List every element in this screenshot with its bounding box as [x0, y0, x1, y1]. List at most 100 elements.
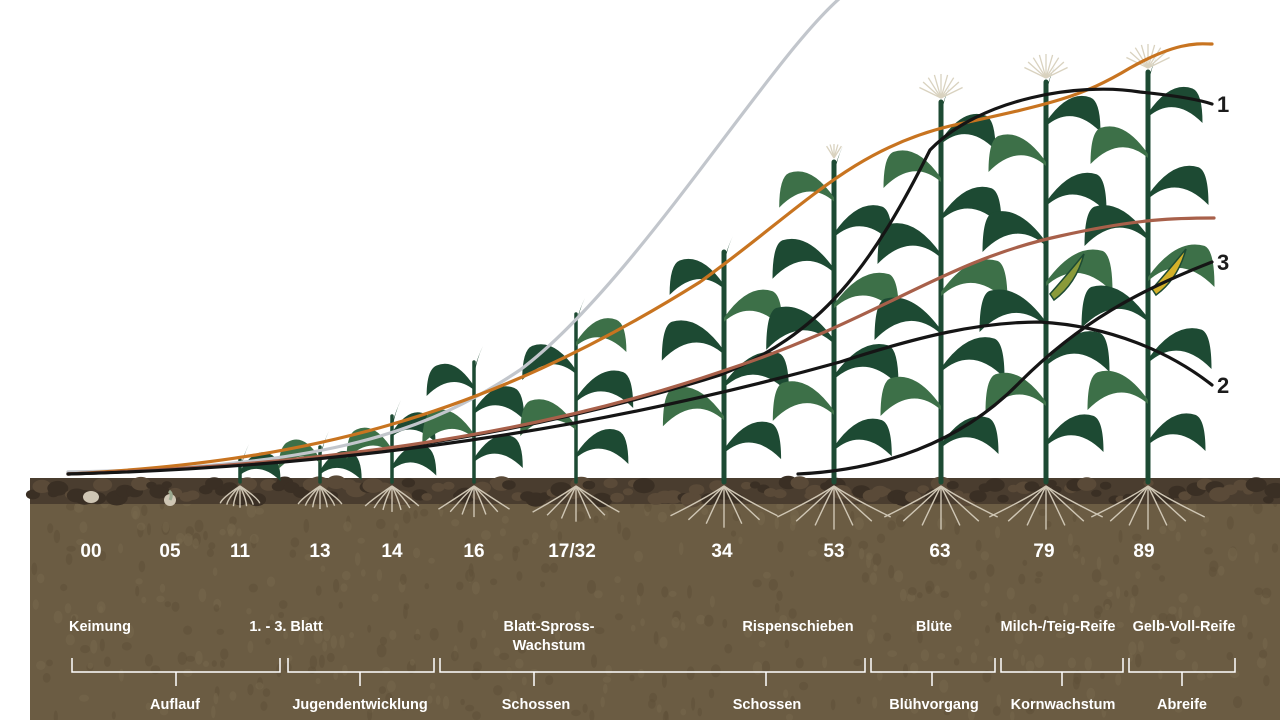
soil-speck: [955, 559, 962, 570]
soil-speck: [774, 603, 780, 613]
root: [239, 485, 248, 507]
soil-speck: [1254, 587, 1263, 596]
soil-speck: [262, 688, 271, 697]
leaf: [834, 418, 892, 457]
root: [373, 485, 393, 509]
root: [226, 485, 241, 505]
soil-speck: [1010, 711, 1015, 720]
soil-speck: [669, 504, 676, 512]
soil-speck: [1013, 649, 1019, 660]
soil-speck: [283, 631, 288, 640]
soil-speck: [841, 548, 849, 559]
soil-speck: [1073, 550, 1079, 559]
soil-speck: [379, 636, 387, 646]
soil-speck: [303, 519, 310, 533]
soil-speck: [342, 570, 351, 581]
soil-speck: [708, 688, 715, 699]
root: [319, 485, 343, 505]
soil-speck: [837, 617, 844, 628]
soil-speck: [648, 699, 656, 709]
soil-speck: [206, 548, 214, 558]
soil-speck: [499, 528, 506, 537]
soil-clump: [997, 494, 1009, 503]
soil-speck: [777, 541, 784, 553]
root: [940, 485, 961, 526]
soil-clump: [1264, 482, 1280, 499]
soil-speck: [1025, 704, 1035, 715]
soil-speck: [779, 614, 788, 625]
soil-speck: [687, 585, 692, 599]
soil-speck: [266, 619, 276, 630]
leaf: [522, 344, 576, 380]
stage-code: 79: [1033, 541, 1055, 562]
root: [546, 485, 577, 516]
soil-speck: [887, 650, 898, 657]
leaf: [880, 376, 941, 416]
soil-clump: [969, 490, 987, 503]
soil-speck: [888, 565, 895, 579]
leaf: [474, 386, 525, 420]
soil-speck: [1034, 577, 1042, 584]
soil-speck: [145, 702, 152, 711]
soil-speck: [582, 703, 588, 713]
soil-speck: [424, 583, 430, 590]
tassel-branch: [1140, 44, 1149, 69]
root: [473, 485, 487, 515]
root: [312, 485, 321, 508]
soil-speck: [420, 508, 429, 517]
soil-speck: [465, 704, 475, 712]
root: [1045, 485, 1066, 526]
soil-speck: [531, 538, 537, 545]
period-label: Jugendentwicklung: [292, 697, 428, 713]
soil-clump: [421, 493, 433, 501]
soil-speck: [571, 709, 581, 717]
soil-speck: [587, 580, 596, 594]
soil-speck: [90, 639, 98, 654]
soil-speck: [768, 579, 778, 591]
root: [1128, 485, 1149, 526]
soil-speck: [219, 528, 226, 536]
soil-speck: [1099, 579, 1108, 586]
soil-speck: [121, 642, 132, 651]
soil-speck: [490, 578, 498, 586]
soil-speck: [385, 692, 393, 704]
soil-speck: [150, 665, 161, 675]
soil-speck: [859, 547, 865, 560]
soil-speck: [873, 564, 878, 572]
soil-speck: [830, 699, 836, 711]
soil-clump: [622, 488, 634, 496]
soil-speck: [319, 654, 325, 668]
soil-speck: [1158, 613, 1168, 621]
soil-speck: [974, 638, 980, 647]
maize-plant-10: [979, 54, 1113, 530]
soil-speck: [278, 611, 284, 619]
soil-speck: [680, 708, 687, 716]
soil-speck: [229, 516, 237, 525]
soil-speck: [249, 533, 259, 544]
soil-speck: [1178, 606, 1183, 620]
soil-speck: [600, 696, 605, 708]
soil-speck: [1165, 613, 1176, 625]
soil-speck: [789, 570, 795, 578]
soil-clump: [131, 476, 151, 491]
root: [1045, 485, 1104, 518]
soil-speck: [99, 638, 105, 652]
soil-speck: [322, 641, 328, 652]
soil-speck: [177, 651, 187, 665]
soil-speck: [386, 680, 396, 693]
soil-speck: [289, 549, 297, 558]
soil-speck: [985, 625, 990, 634]
soil-speck: [540, 581, 546, 588]
soil-speck: [1034, 654, 1044, 668]
soil-speck: [824, 555, 831, 562]
soil-speck: [493, 647, 501, 657]
leaf: [874, 297, 941, 340]
soil-clump: [773, 489, 787, 499]
soil-speck: [135, 585, 140, 597]
maize-plant-9: [874, 74, 1008, 530]
tassel-branch: [1024, 66, 1047, 79]
soil-speck: [266, 576, 276, 587]
curve-black-3: [796, 260, 1214, 476]
leaf: [1087, 370, 1148, 410]
soil-speck: [1038, 509, 1047, 516]
